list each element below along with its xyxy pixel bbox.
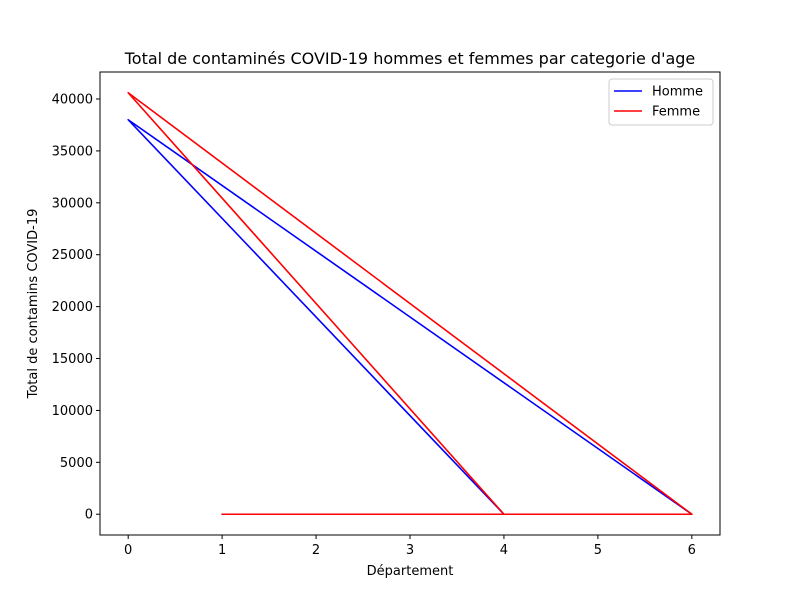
legend-label-homme: Homme [652,85,703,100]
x-tick-label: 2 [312,543,320,558]
y-axis: 0 5000 10000 15000 20000 25000 30000 35000 40000 [52,92,100,523]
x-tick-label: 5 [594,543,602,558]
x-axis-title: Département [367,564,454,579]
y-tick-label: 20000 [52,300,93,315]
series-layer [127,91,693,516]
x-tick-label: 1 [218,543,226,558]
x-tick-label: 0 [124,543,132,558]
y-axis-title: Total de contamins COVID-19 [26,209,41,400]
y-tick-label: 0 [85,508,93,523]
y-tick-label: 10000 [52,404,93,419]
y-tick-label: 5000 [60,456,93,471]
x-tick-label: 3 [406,543,414,558]
x-tick-label: 4 [500,543,508,558]
legend-label-femme: Femme [652,105,700,120]
x-axis: 0 1 2 3 4 5 6 [124,535,696,558]
y-tick-label: 35000 [52,144,93,159]
chart-title: Total de contaminés COVID-19 hommes et f… [124,49,696,68]
y-tick-label: 30000 [52,196,93,211]
y-tick-label: 25000 [52,248,93,263]
x-tick-label: 6 [688,543,696,558]
y-tick-label: 40000 [52,92,93,107]
y-tick-label: 15000 [52,352,93,367]
series-line-femme [127,91,693,516]
legend: Homme Femme [608,78,714,126]
